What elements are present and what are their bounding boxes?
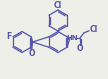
Text: O: O bbox=[28, 49, 35, 58]
Text: HN: HN bbox=[67, 35, 78, 41]
Text: Cl: Cl bbox=[90, 25, 98, 34]
Text: F: F bbox=[6, 32, 11, 41]
Text: O: O bbox=[77, 44, 83, 53]
Text: Cl: Cl bbox=[54, 2, 62, 11]
